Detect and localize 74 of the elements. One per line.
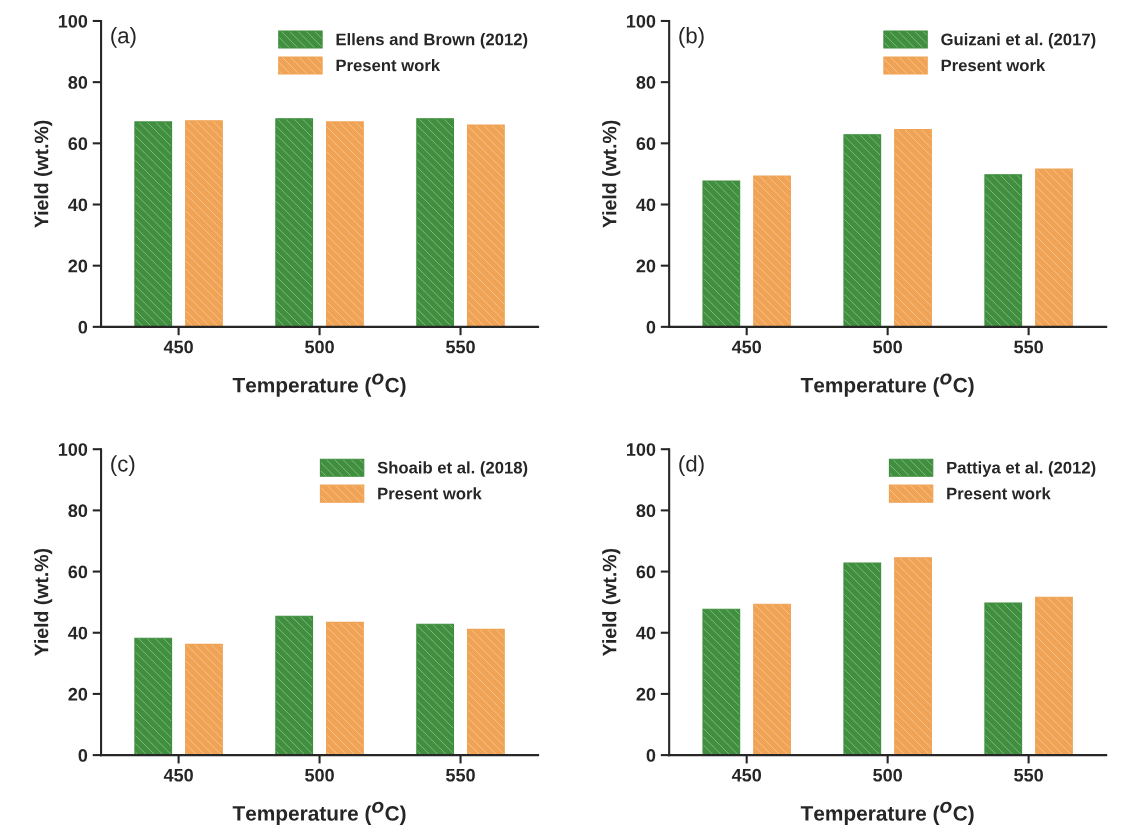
y-tick-label: 40 [68,198,88,212]
bar [753,603,791,756]
y-axis-title: Yield (wt.%) [602,120,621,228]
x-tick-label: 550 [1014,768,1043,782]
bar [984,174,1023,327]
annotation: (c) [111,455,135,477]
y-axis-title: Yield (wt.%) [34,548,53,657]
y-tick-label: 0 [78,320,88,334]
y-tick-label: 60 [636,137,656,151]
legend-label: Present work [941,59,1046,72]
y-tick-label: 40 [68,626,88,640]
legend-label: Present work [947,487,1051,500]
bar [843,134,882,327]
bar [753,175,791,327]
y-tick-label: 40 [636,626,656,640]
bar [467,628,505,756]
y-tick-label: 100 [58,443,88,456]
annotation: (a) [111,27,136,48]
y-tick-label: 60 [636,565,656,579]
y-tick-label: 0 [646,749,656,762]
bar [702,180,741,327]
y-tick-label: 80 [68,76,88,89]
x-tick-label: 550 [1014,340,1043,354]
y-tick-label: 0 [646,320,656,334]
x-axis-title: Temperature ($^{O}$C) [800,801,974,825]
bar [134,637,173,756]
y-tick-label: 100 [626,14,656,28]
legend-label: Shoaib et al. (2018) [377,461,528,477]
y-tick-label: 80 [636,76,656,89]
x-tick-label: 500 [873,768,902,782]
bar [416,623,455,756]
bar [894,557,932,756]
y-tick-label: 60 [68,565,88,579]
bar [1035,596,1073,756]
x-tick-label: 500 [305,340,334,354]
y-tick-label: 100 [626,443,656,456]
bar [984,602,1023,756]
x-tick-label: 450 [163,340,193,354]
legend-label: Pattiya et al. (2012) [947,461,1096,477]
bar [702,608,741,756]
y-tick-label: 20 [68,687,88,701]
x-tick-label: 500 [305,768,334,782]
annotation: (d) [679,455,704,477]
bar [1035,168,1073,327]
legend-label: Ellens and Brown (2012) [336,33,528,49]
bar [843,562,882,756]
y-tick-label: 20 [636,687,656,701]
x-tick-label: 550 [446,340,475,354]
y-tick-label: 20 [636,259,656,273]
legend-label: Present work [378,487,482,500]
y-axis-title: Yield (wt.%) [602,548,621,657]
y-tick-label: 80 [68,504,88,518]
bar [185,643,223,756]
y-tick-label: 100 [58,14,88,28]
legend-label: Guizani et al. (2017) [941,33,1096,49]
x-tick-label: 550 [446,768,475,782]
bar [326,621,364,756]
annotation: (b) [679,27,704,48]
x-axis-title: Temperature ($^{O}$C) [800,373,974,397]
x-axis-title: Temperature ($^{O}$C) [232,373,406,397]
y-tick-label: 80 [636,504,656,518]
x-tick-label: 500 [873,340,902,354]
bar [894,129,932,327]
y-tick-label: 0 [78,749,88,762]
x-axis-title: Temperature ($^{O}$C) [232,801,406,825]
x-tick-label: 450 [731,768,762,782]
x-tick-label: 450 [163,768,193,782]
x-tick-label: 450 [731,340,762,354]
y-axis-title: Yield (wt.%) [34,120,53,228]
legend-label: Present work [336,59,441,72]
y-tick-label: 20 [68,259,88,273]
y-tick-label: 40 [636,198,656,212]
bar [275,615,314,756]
y-tick-label: 60 [68,137,88,151]
